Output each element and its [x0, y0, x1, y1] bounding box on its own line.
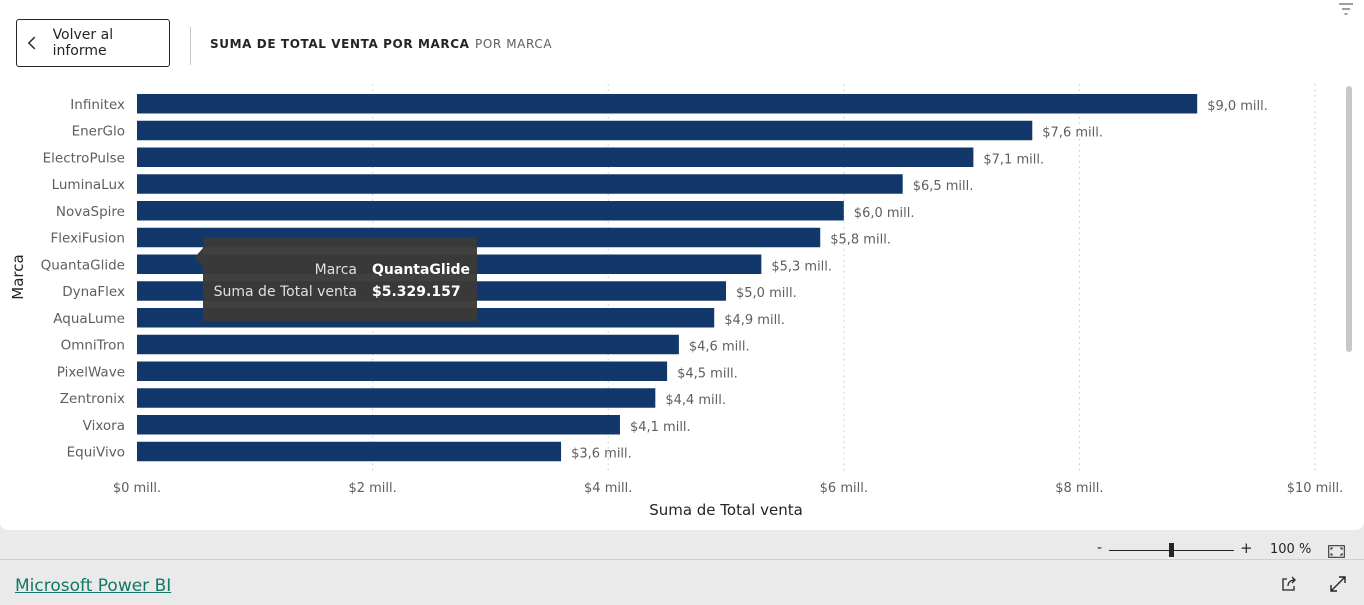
data-label: $4,4 mill. — [665, 393, 726, 408]
bar[interactable] — [137, 174, 903, 194]
category-label: EnerGlo — [72, 124, 125, 140]
vertical-scrollbar[interactable] — [1346, 86, 1352, 352]
zoom-out-button[interactable]: - — [1097, 540, 1103, 556]
data-label: $7,6 mill. — [1042, 126, 1103, 141]
data-label: $7,1 mill. — [983, 152, 1044, 167]
category-label: AquaLume — [53, 311, 125, 327]
value-labels: $9,0 mill. $7,6 mill. $7,1 mill. $6,5 mill.… — [571, 99, 1268, 462]
data-label: $4,1 mill. — [630, 420, 691, 435]
x-tick-label: $0 mill. — [113, 481, 161, 496]
bar[interactable] — [137, 388, 656, 408]
x-tick-label: $4 mill. — [584, 481, 632, 496]
y-axis-title: Marca — [9, 254, 27, 299]
data-label: $5,0 mill. — [736, 286, 797, 301]
header-divider — [190, 27, 191, 65]
category-label: Vixora — [83, 418, 125, 434]
footer-bar: Microsoft Power BI — [0, 559, 1364, 605]
expand-icon[interactable] — [1329, 575, 1347, 593]
x-axis-title: Suma de Total venta — [649, 501, 803, 519]
grid-lines — [372, 84, 1316, 472]
zoom-level-readout: 100 % — [1270, 542, 1312, 557]
category-label: FlexiFusion — [50, 231, 125, 247]
x-tick-label: $10 mill. — [1287, 481, 1344, 496]
tooltip-label-total: Suma de Total venta — [214, 284, 357, 300]
category-label: LuminaLux — [52, 177, 125, 193]
bar[interactable] — [137, 94, 1198, 114]
category-label: Zentronix — [60, 391, 125, 407]
bar[interactable] — [137, 334, 679, 355]
data-label: $5,8 mill. — [830, 233, 891, 248]
back-to-report-button[interactable]: Volver al informe — [16, 19, 170, 67]
data-label: $4,5 mill. — [677, 366, 738, 381]
tab-suma-total-venta[interactable]: SUMA DE TOTAL VENTA POR MARCA — [210, 37, 470, 51]
data-label: $6,0 mill. — [854, 206, 915, 221]
bar[interactable] — [137, 441, 562, 462]
zoom-controls: - + 100 % — [0, 535, 1364, 559]
tab-por-marca[interactable]: POR MARCA — [475, 37, 553, 51]
data-label: $4,6 mill. — [689, 340, 750, 355]
data-label: $5,3 mill. — [771, 259, 832, 274]
tooltip-pointer — [195, 248, 203, 266]
filter-icon[interactable] — [1338, 2, 1354, 16]
category-label: EquiVivo — [67, 445, 125, 461]
tooltip-value-total: $5.329.157 — [372, 284, 461, 300]
data-label: $3,6 mill. — [571, 447, 632, 462]
data-label: $6,5 mill. — [913, 179, 974, 194]
category-label: PixelWave — [57, 364, 125, 380]
back-button-label: Volver al informe — [52, 27, 114, 59]
tooltip-label-marca: Marca — [315, 262, 357, 278]
category-label: OmniTron — [61, 338, 125, 354]
bars — [137, 94, 1198, 462]
bar[interactable] — [137, 415, 620, 435]
category-label: DynaFlex — [62, 284, 125, 300]
category-label: NovaSpire — [56, 204, 125, 220]
data-label: $9,0 mill. — [1207, 99, 1268, 114]
category-label: QuantaGlide — [41, 257, 125, 273]
share-icon[interactable] — [1280, 575, 1298, 593]
category-label: ElectroPulse — [43, 150, 125, 166]
data-label: $4,9 mill. — [724, 313, 785, 328]
header-bar: Volver al informe SUMA DE TOTAL VENTA PO… — [0, 0, 1364, 70]
bar[interactable] — [137, 201, 844, 221]
category-label: Infinitex — [70, 97, 125, 113]
bar[interactable] — [137, 361, 668, 382]
bar-chart: Infinitex EnerGlo ElectroPulse LuminaLux Nov… — [9, 84, 1343, 519]
bar[interactable] — [137, 147, 974, 168]
x-tick-label: $2 mill. — [348, 481, 396, 496]
zoom-slider-thumb[interactable] — [1169, 543, 1174, 557]
category-labels: Infinitex EnerGlo ElectroPulse LuminaLux Nov… — [41, 97, 125, 461]
x-axis-ticks: $0 mill. $2 mill. $4 mill. $6 mill. $8 mill.… — [113, 481, 1343, 496]
tooltip-value-marca: QuantaGlide — [372, 262, 470, 278]
tooltip: Marca QuantaGlide Suma de Total venta $5… — [195, 237, 477, 321]
x-tick-label: $6 mill. — [820, 481, 868, 496]
power-bi-link[interactable]: Microsoft Power BI — [15, 576, 172, 596]
tooltip-background — [203, 237, 477, 321]
x-tick-label: $8 mill. — [1055, 481, 1103, 496]
bar[interactable] — [137, 120, 1033, 141]
zoom-in-button[interactable]: + — [1240, 539, 1253, 557]
chevron-left-icon — [27, 36, 36, 50]
fit-to-page-icon[interactable] — [1328, 545, 1345, 558]
